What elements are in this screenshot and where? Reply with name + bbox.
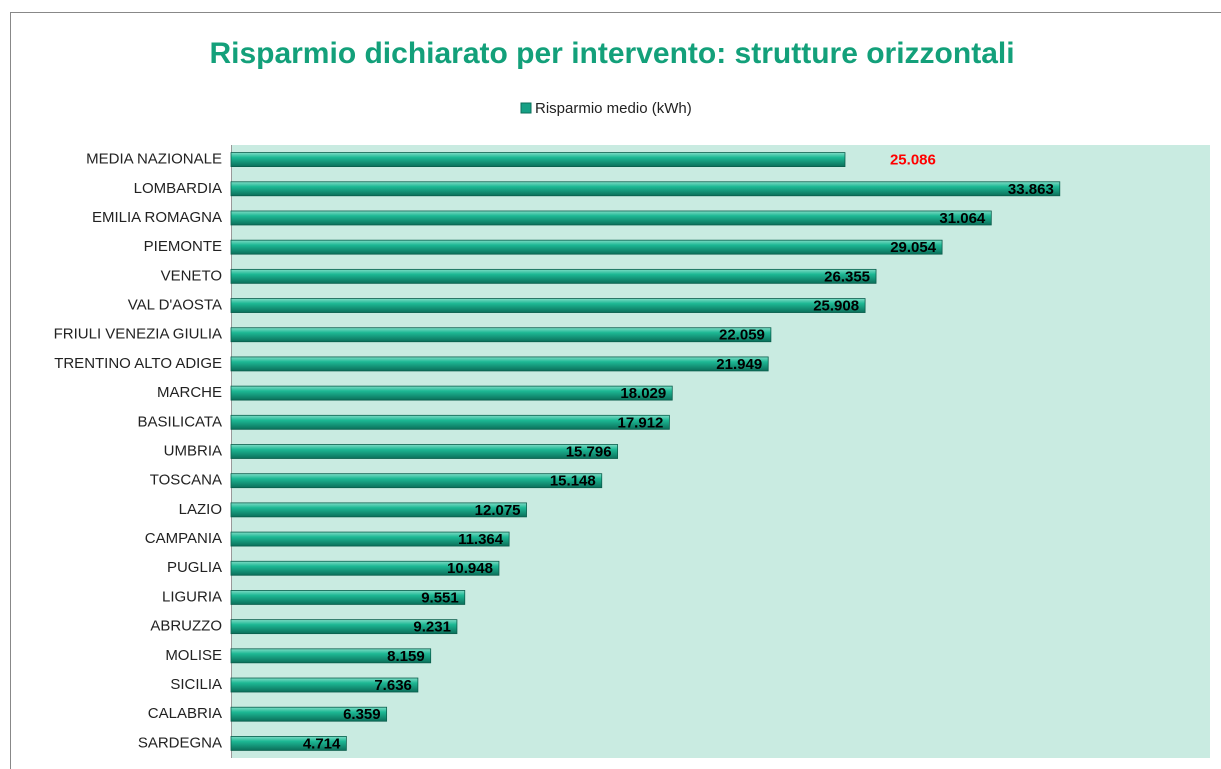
bar [230, 648, 432, 664]
bar [230, 298, 866, 313]
bar [230, 181, 1061, 197]
y-tick-label: SARDEGNA [138, 734, 222, 751]
data-label: 17.912 [618, 414, 664, 431]
data-label: 4.714 [303, 735, 341, 752]
bar [230, 560, 500, 576]
bar [230, 444, 619, 459]
y-tick-label: ABRUZZO [150, 618, 222, 635]
data-label: 9.231 [413, 619, 451, 636]
data-label: 7.636 [374, 677, 412, 694]
data-label: 21.949 [716, 356, 762, 373]
y-tick-label: VAL D'AOSTA [128, 297, 222, 314]
y-tick-label: FRIULI VENEZIA GIULIA [54, 326, 222, 343]
bar [230, 414, 670, 430]
chart-title: Risparmio dichiarato per intervento: str… [209, 37, 1014, 70]
bar [230, 239, 943, 255]
y-tick-label: MOLISE [165, 647, 222, 664]
y-tick-label: EMILIA ROMAGNA [92, 209, 222, 226]
bar [230, 473, 603, 489]
data-label: 15.148 [550, 473, 596, 490]
y-tick-label: LIGURIA [162, 588, 222, 605]
data-label: 15.796 [566, 443, 612, 460]
y-tick-label: PIEMONTE [144, 238, 222, 255]
legend-swatch [520, 102, 532, 114]
y-tick-label: LOMBARDIA [134, 180, 222, 197]
data-label: 25.908 [813, 298, 859, 315]
bar [230, 590, 466, 605]
y-tick-label: TRENTINO ALTO ADIGE [54, 355, 222, 372]
data-label: 25.086 [890, 152, 936, 169]
y-tick-label: LAZIO [179, 501, 222, 518]
data-label: 18.029 [620, 385, 666, 402]
legend-label: Risparmio medio (kWh) [535, 100, 692, 117]
bar [230, 619, 458, 635]
data-label: 12.075 [475, 502, 521, 519]
bar [230, 736, 347, 751]
y-tick-label: PUGLIA [167, 559, 222, 576]
bar [230, 152, 846, 167]
data-label: 33.863 [1008, 181, 1054, 198]
bar [230, 677, 419, 693]
data-label: 6.359 [343, 706, 381, 723]
bar [230, 706, 388, 722]
data-label: 31.064 [939, 210, 986, 227]
data-label: 29.054 [890, 239, 937, 256]
bar [230, 210, 992, 226]
bar [230, 356, 769, 372]
data-label: 22.059 [719, 327, 765, 344]
bar [230, 385, 673, 401]
bar [230, 327, 772, 343]
y-tick-label: CALABRIA [148, 705, 222, 722]
bar [230, 502, 527, 518]
y-tick-label: SICILIA [170, 676, 222, 693]
data-label: 10.948 [447, 560, 493, 577]
y-tick-label: CAMPANIA [145, 530, 222, 547]
y-tick-label: BASILICATA [138, 413, 222, 430]
y-tick-label: VENETO [161, 267, 222, 284]
y-tick-label: TOSCANA [150, 472, 222, 489]
data-label: 26.355 [824, 268, 870, 285]
data-label: 11.364 [458, 531, 504, 548]
y-tick-label: MEDIA NAZIONALE [86, 151, 222, 168]
bar [230, 268, 877, 284]
y-tick-label: MARCHE [157, 384, 222, 401]
y-tick-label: UMBRIA [164, 442, 222, 459]
data-label: 8.159 [387, 648, 425, 665]
data-label: 9.551 [421, 589, 459, 606]
bar [230, 531, 510, 547]
